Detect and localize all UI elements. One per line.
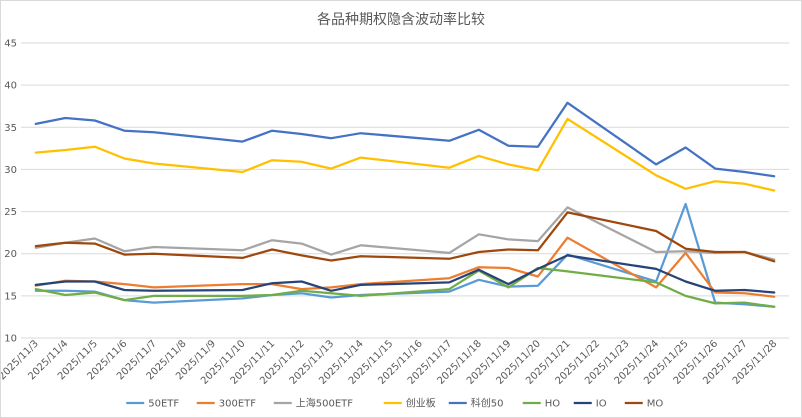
- series-line: [34, 266, 776, 308]
- y-tick-label: 15: [4, 291, 17, 302]
- chart-title: 各品种期权隐含波动率比较: [317, 12, 485, 28]
- legend-label: 50ETF: [148, 399, 179, 410]
- legend-label: 科创50: [471, 397, 504, 410]
- legend-label: 创业板: [406, 397, 436, 410]
- legend-label: 300ETF: [219, 399, 257, 410]
- legend-label: 上海500ETF: [296, 397, 354, 410]
- series-line: [34, 117, 776, 192]
- y-tick-label: 45: [4, 39, 17, 50]
- y-tick-label: 30: [4, 165, 17, 176]
- series-line: [34, 254, 776, 294]
- series-line: [34, 101, 776, 178]
- series-line: [34, 211, 776, 263]
- y-tick-label: 25: [4, 207, 17, 218]
- legend-label: IO: [596, 399, 607, 410]
- legend-label: HO: [545, 399, 561, 410]
- y-tick-label: 10: [4, 334, 17, 345]
- series-line: [34, 206, 776, 261]
- series-line: [34, 236, 776, 298]
- y-tick-label: 20: [4, 249, 17, 260]
- y-tick-label: 35: [4, 123, 17, 134]
- legend-label: MO: [647, 399, 664, 410]
- y-tick-label: 40: [4, 81, 17, 92]
